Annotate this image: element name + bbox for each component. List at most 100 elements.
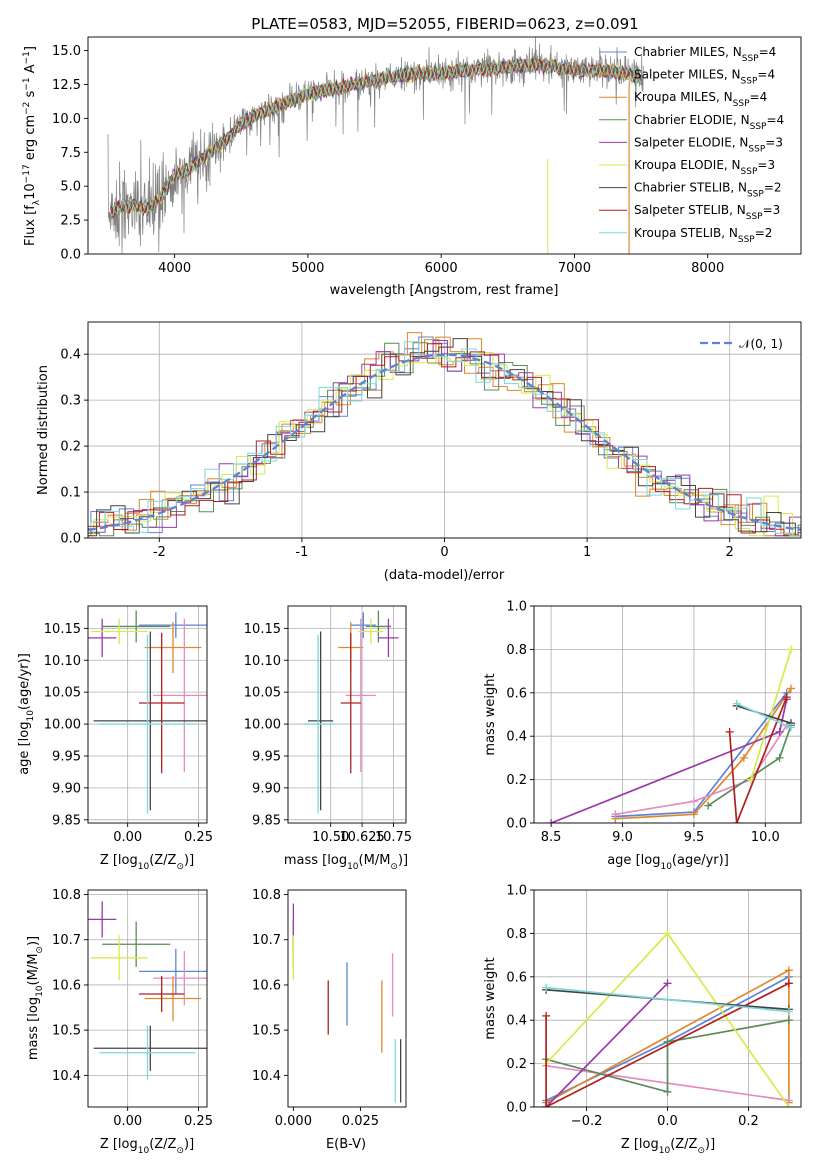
y-axis-label: mass weight (483, 673, 498, 755)
x-tick-label: 0.00 (113, 830, 142, 845)
y-tick-label: 10.00 (244, 718, 281, 733)
x-axis-label: (data-model)/error (384, 568, 505, 583)
x-tick-label: 9.5 (684, 830, 705, 845)
y-tick-label: 9.95 (252, 749, 281, 764)
legend-entry: Kroupa MILES, NSSP=4 (634, 90, 767, 109)
weight-marker (689, 810, 698, 819)
mass-vs-ebv-panel-plot-area (292, 903, 402, 1103)
x-tick-label: 8000 (691, 261, 724, 276)
weight-marker (787, 684, 796, 693)
residual-histogram (88, 332, 801, 537)
y-tick-label: 10.4 (252, 1069, 281, 1084)
y-tick-label: 10.4 (52, 1069, 81, 1084)
y-tick-label: 0.8 (506, 643, 527, 658)
spectrum-panel: 4000 5000 6000 7000 8000 0.0 2.5 5.0 7.5 10.0 12.5… (22, 36, 802, 298)
y-tick-label: 10.5 (252, 1024, 281, 1039)
y-tick-label: 0.2 (60, 440, 81, 455)
weight-line (545, 982, 790, 1107)
x-tick-label: 0.000 (275, 1114, 312, 1129)
residual-histogram (88, 343, 801, 537)
x-tick-label: -2 (153, 545, 166, 560)
weight-marker (542, 1103, 551, 1107)
weight-marker (663, 929, 672, 938)
y-tick-label: 7.5 (60, 146, 81, 161)
weight-vs-Z-panel: −0.2 0.0 0.2 0.0 0.2 0.4 0.6 0.8 1.0 mass weight Z… (483, 884, 802, 1156)
x-tick-label: 10.75 (375, 830, 412, 845)
model-spectrum (110, 57, 641, 220)
y-tick-label: 0.8 (506, 927, 527, 942)
residuals-panel: -2 -1 0 1 2 0.0 0.1 0.2 0.3 0.4 𝒩(0, 1) (data-model… (36, 321, 802, 583)
legend-entry: Kroupa STELIB, NSSP=2 (634, 226, 772, 245)
weight-marker (732, 819, 741, 823)
weight-line (736, 704, 792, 725)
weight-line (750, 649, 792, 780)
axes-frame (87, 605, 208, 824)
y-tick-label: 0.1 (60, 486, 81, 501)
y-tick-label: 0.6 (506, 686, 527, 701)
residual-histogram (88, 342, 801, 537)
x-tick-label: 0.25 (184, 1114, 213, 1129)
y-tick-label: 0.4 (506, 730, 527, 745)
x-tick-label: 10.625 (339, 830, 385, 845)
y-tick-label: 0.2 (506, 773, 527, 788)
weight-marker (775, 753, 784, 762)
age-vs-Z-panel: 0.00 0.25 9.85 9.90 9.95 10.00 10.05 10.10 10.15… (17, 605, 213, 872)
axes-frame (87, 321, 802, 539)
weight-marker (663, 979, 672, 988)
y-tick-label: 0.0 (506, 817, 527, 832)
weight-marker (784, 1007, 793, 1016)
legend-entry: Kroupa ELODIE, NSSP=3 (634, 158, 775, 177)
weight-marker (775, 727, 784, 736)
weight-vs-age-panel: 8.5 9.0 9.5 10.0 0.0 0.2 0.4 0.6 0.8 1.0 mass weig… (483, 600, 802, 872)
weight-marker (784, 966, 793, 975)
y-tick-label: 10.05 (44, 686, 81, 701)
y-tick-label: 10.8 (52, 888, 81, 903)
x-tick-label: 1 (583, 545, 591, 560)
weight-vs-Z-panel-plot-area (542, 929, 793, 1107)
legend-entry: Chabrier STELIB, NSSP=2 (634, 181, 782, 200)
y-tick-label: 10.5 (52, 1024, 81, 1039)
weight-line (546, 986, 789, 1013)
y-tick-label: 10.7 (52, 933, 81, 948)
axes-frame (533, 889, 802, 1108)
spectrum-plot-area (107, 37, 645, 254)
y-tick-label: 10.15 (44, 622, 81, 637)
x-axis-label: Z [log10(Z/Z⊙)] (100, 853, 194, 872)
y-tick-label: 0.4 (60, 348, 81, 363)
legend-entry: Chabrier ELODIE, NSSP=4 (634, 113, 784, 132)
mass-vs-Z-panel-plot-area (88, 901, 207, 1080)
legend-entry: 𝒩(0, 1) (739, 337, 783, 351)
weight-marker (784, 1016, 793, 1025)
y-tick-label: 9.85 (52, 813, 81, 828)
x-axis-label: mass [log10(M/M⊙)] (284, 853, 408, 872)
y-tick-label: 10.10 (44, 654, 81, 669)
y-tick-label: 9.90 (52, 781, 81, 796)
weight-marker (787, 723, 796, 732)
y-axis-label: mass [log10(M/M⊙)] (26, 936, 45, 1060)
y-tick-label: 0.3 (60, 394, 81, 409)
weight-marker (782, 693, 791, 702)
axes-frame (287, 889, 407, 1108)
y-tick-label: 1.0 (506, 884, 527, 899)
y-tick-label: 12.5 (52, 78, 81, 93)
x-tick-label: 0.25 (184, 830, 213, 845)
y-tick-label: 9.85 (252, 813, 281, 828)
figure-title: PLATE=0583, MJD=52055, FIBERID=0623, z=0… (251, 15, 638, 33)
weight-marker (739, 753, 748, 762)
residual-histogram (88, 340, 801, 537)
x-tick-label: 0.0 (657, 1114, 678, 1129)
residual-histogram (88, 341, 801, 537)
normal-curve (88, 353, 801, 532)
x-tick-label: 10.0 (751, 830, 780, 845)
weight-marker (784, 979, 793, 988)
weight-marker (704, 801, 713, 810)
weight-marker (611, 810, 620, 819)
legend-entry: Salpeter ELODIE, NSSP=3 (634, 135, 783, 154)
weight-marker (732, 699, 741, 708)
y-tick-label: 10.7 (252, 933, 281, 948)
residuals-plot-area (88, 332, 801, 537)
model-spectrum (110, 58, 642, 219)
weight-marker (547, 819, 556, 823)
panels: 4000 5000 6000 7000 80000.02.55.07.510.012.5… (17, 36, 802, 1156)
x-axis-label: Z [log10(Z/Z⊙)] (100, 1137, 194, 1156)
